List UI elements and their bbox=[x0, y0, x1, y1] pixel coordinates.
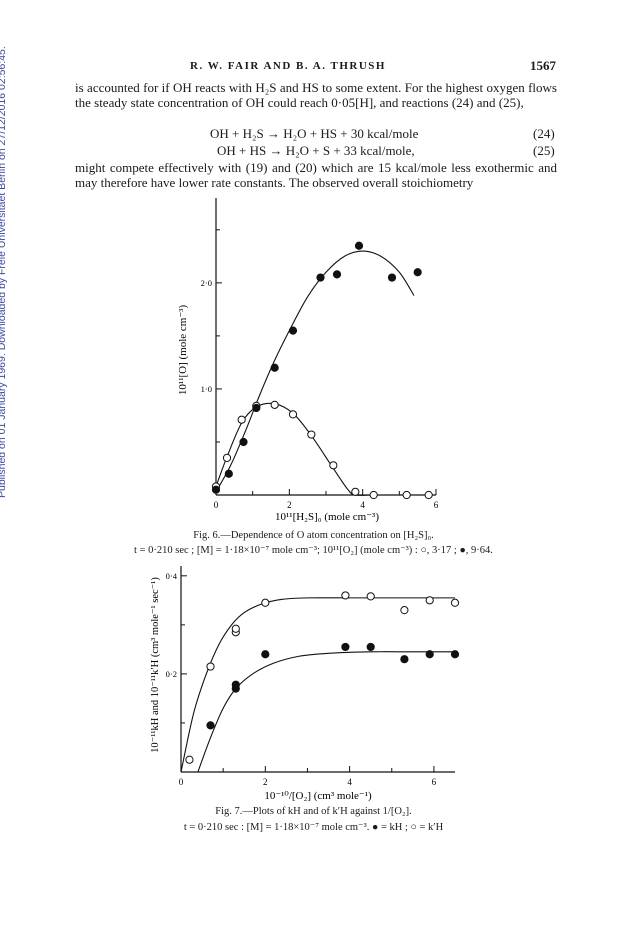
fig7-series-1-point bbox=[366, 642, 375, 652]
equation-25-number: (25) bbox=[533, 143, 555, 158]
figure-6-points bbox=[211, 241, 433, 500]
fig7-series-1-curve bbox=[197, 651, 455, 773]
fig7-series-0-point bbox=[450, 598, 460, 607]
figure-6-axes: 0 2 4 6 1·0 2·0 bbox=[201, 198, 439, 510]
fig6-series-0-point bbox=[270, 400, 279, 409]
fig6-y-tick-label: 1·0 bbox=[201, 384, 212, 394]
fig7-series-0-point bbox=[425, 596, 434, 605]
fig6-series-1-point bbox=[354, 241, 364, 250]
fig6-series-1-point bbox=[288, 326, 298, 335]
fig6-series-1-point bbox=[413, 268, 422, 277]
fig6-series-0-point bbox=[329, 461, 338, 470]
fig7-series-1-point bbox=[206, 721, 215, 730]
figure-6-caption-title: Fig. 6.—Dependence of O atom concentrati… bbox=[193, 530, 434, 541]
figure-7-ylabel: 10⁻¹¹kH and 10⁻¹¹k′H (cm³ mole⁻¹ sec⁻¹) bbox=[150, 577, 161, 753]
figure-6-ylabel: 10¹¹[O] (mole cm⁻³) bbox=[177, 305, 189, 396]
figure-6-curves bbox=[215, 250, 429, 496]
fig7-x-tick-label: 6 bbox=[432, 777, 437, 787]
fig6-x-tick-label: 4 bbox=[360, 500, 365, 510]
fig6-series-0-point bbox=[402, 490, 411, 500]
fig7-y-tick-label: 0·2 bbox=[166, 669, 177, 679]
fig7-series-0-point bbox=[366, 592, 375, 601]
fig7-series-1-point bbox=[341, 642, 350, 652]
fig6-x-tick-label: 0 bbox=[214, 500, 219, 510]
fig7-series-1-point bbox=[261, 650, 270, 659]
fig6-x-tick-label: 2 bbox=[287, 500, 292, 510]
fig6-series-0-point bbox=[237, 415, 246, 424]
figure-6-caption-detail: t = 0·210 sec ; [M] = 1·18×10⁻⁷ mole cm⁻… bbox=[134, 545, 493, 556]
fig6-series-1-point bbox=[252, 403, 261, 413]
figure-7-points bbox=[185, 591, 460, 764]
equation-24-number: (24) bbox=[533, 126, 555, 141]
fig6-series-0-point bbox=[369, 490, 378, 500]
figure-7-xlabel: 10⁻¹⁰/[O₂] (cm³ mole⁻¹) bbox=[264, 790, 372, 802]
fig7-series-1-point bbox=[425, 650, 434, 659]
fig6-series-0-point bbox=[288, 410, 298, 419]
fig6-series-0-point bbox=[424, 490, 433, 500]
fig7-series-1-point bbox=[231, 680, 240, 689]
fig7-x-tick-label: 2 bbox=[263, 777, 268, 787]
equation-25: OH + HS → H₂O + S + 33 kcal/mole, bbox=[217, 143, 415, 158]
fig7-series-0-point bbox=[206, 662, 215, 671]
running-header-authors: R. W. FAIR AND B. A. THRUSH bbox=[190, 60, 386, 72]
fig6-y-tick-label: 2·0 bbox=[201, 278, 212, 288]
fig6-series-1-point bbox=[239, 437, 248, 447]
fig6-series-1-point bbox=[316, 273, 325, 282]
fig6-series-1-point bbox=[211, 485, 221, 494]
paragraph-2: might compete effectively with (19) and … bbox=[75, 160, 557, 190]
figure-7-chart: 0 2 4 6 0·2 0·4 10⁻¹¹kH and 10⁻¹¹k′H (cm³ mol… bbox=[150, 566, 460, 802]
fig7-series-0-point bbox=[261, 598, 270, 607]
fig7-series-1-point bbox=[450, 650, 460, 659]
fig6-series-0-point bbox=[307, 430, 316, 439]
fig7-series-0-point bbox=[400, 606, 409, 615]
fig6-series-1-curve bbox=[215, 250, 415, 493]
fig6-series-0-curve bbox=[215, 402, 429, 496]
fig6-series-1-point bbox=[224, 469, 233, 478]
fig6-series-1-point bbox=[332, 270, 342, 279]
equation-24: OH + H₂S → H₂O + HS + 30 kcal/mole bbox=[210, 126, 419, 141]
figure-7-axes: 0 2 4 6 0·2 0·4 bbox=[166, 566, 455, 787]
fig6-series-0-point bbox=[351, 487, 360, 496]
fig6-x-tick-label: 6 bbox=[434, 500, 439, 510]
fig7-x-tick-label: 0 bbox=[179, 777, 184, 787]
fig6-series-1-point bbox=[270, 363, 279, 372]
fig7-series-0-point bbox=[231, 624, 240, 633]
figure-7-caption-title: Fig. 7.—Plots of kH and of k′H against 1… bbox=[215, 806, 412, 817]
fig7-series-0-point bbox=[341, 591, 350, 600]
fig7-series-0-point bbox=[185, 755, 194, 764]
fig7-x-tick-label: 4 bbox=[347, 777, 352, 787]
page-number: 1567 bbox=[530, 58, 556, 73]
fig6-series-1-point bbox=[387, 273, 397, 282]
figure-7-caption-detail: t = 0·210 sec : [M] = 1·18×10⁻⁷ mole cm⁻… bbox=[183, 822, 444, 833]
figure-7-curves bbox=[180, 597, 455, 773]
figure-6-chart: 0 2 4 6 1·0 2·0 10¹¹[O] (mole cm⁻³) 10¹¹[H₂S]… bbox=[177, 198, 439, 523]
paragraph-1: is accounted for if OH reacts with H₂S a… bbox=[75, 80, 557, 110]
fig6-series-0-point bbox=[222, 453, 232, 462]
fig7-series-1-point bbox=[400, 655, 409, 664]
fig7-series-0-curve bbox=[180, 597, 455, 773]
fig7-y-tick-label: 0·4 bbox=[166, 571, 178, 581]
figure-6-xlabel: 10¹¹[H₂S]₀ (mole cm⁻³) bbox=[275, 511, 379, 523]
